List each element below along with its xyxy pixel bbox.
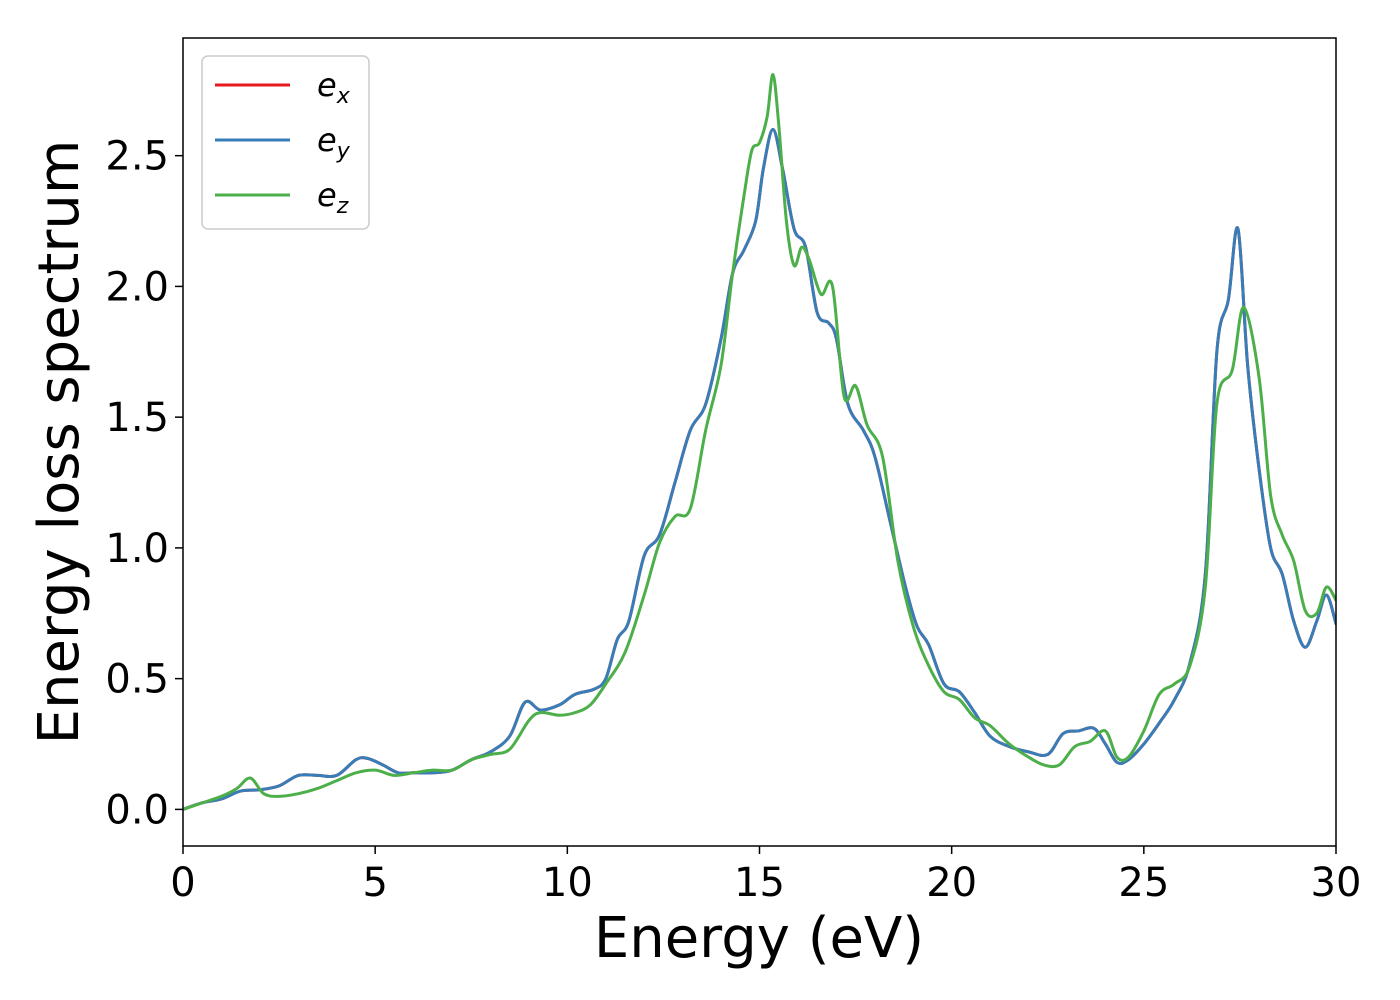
x-tick-label: 25 — [1118, 860, 1169, 906]
y-tick-label: 0.5 — [105, 657, 169, 703]
y-tick-label: 2.0 — [105, 264, 169, 310]
y-axis-label: Energy loss spectrum — [27, 140, 92, 745]
y-tick-label: 2.5 — [105, 134, 169, 180]
legend-label-y: ey — [317, 121, 351, 164]
plot-area — [183, 73, 1336, 811]
y-tick-label: 1.0 — [105, 526, 169, 572]
x-tick-label: 5 — [362, 860, 387, 906]
series-line-z — [183, 73, 1336, 811]
y-tick-label: 0.0 — [105, 787, 169, 833]
x-tick-label: 0 — [170, 860, 195, 906]
y-tick-label: 1.5 — [105, 395, 169, 441]
axis-ticks: 0 5 10 15 20 25 30 0.0 0.5 1.0 1.5 2.0 2.5 — [105, 134, 1361, 906]
series-line-x — [183, 128, 1336, 811]
x-tick-label: 10 — [542, 860, 593, 906]
legend-label-z: ez — [317, 176, 349, 219]
series-line-y — [183, 128, 1336, 811]
legend-label-x: ex — [317, 66, 351, 109]
legend-frame — [201, 55, 370, 230]
x-tick-label: 15 — [734, 860, 785, 906]
legend: ex ey ez — [201, 55, 370, 230]
x-axis-label: Energy (eV) — [594, 906, 924, 971]
x-tick-label: 30 — [1311, 860, 1362, 906]
x-tick-label: 20 — [926, 860, 977, 906]
plot-frame — [182, 37, 1337, 847]
